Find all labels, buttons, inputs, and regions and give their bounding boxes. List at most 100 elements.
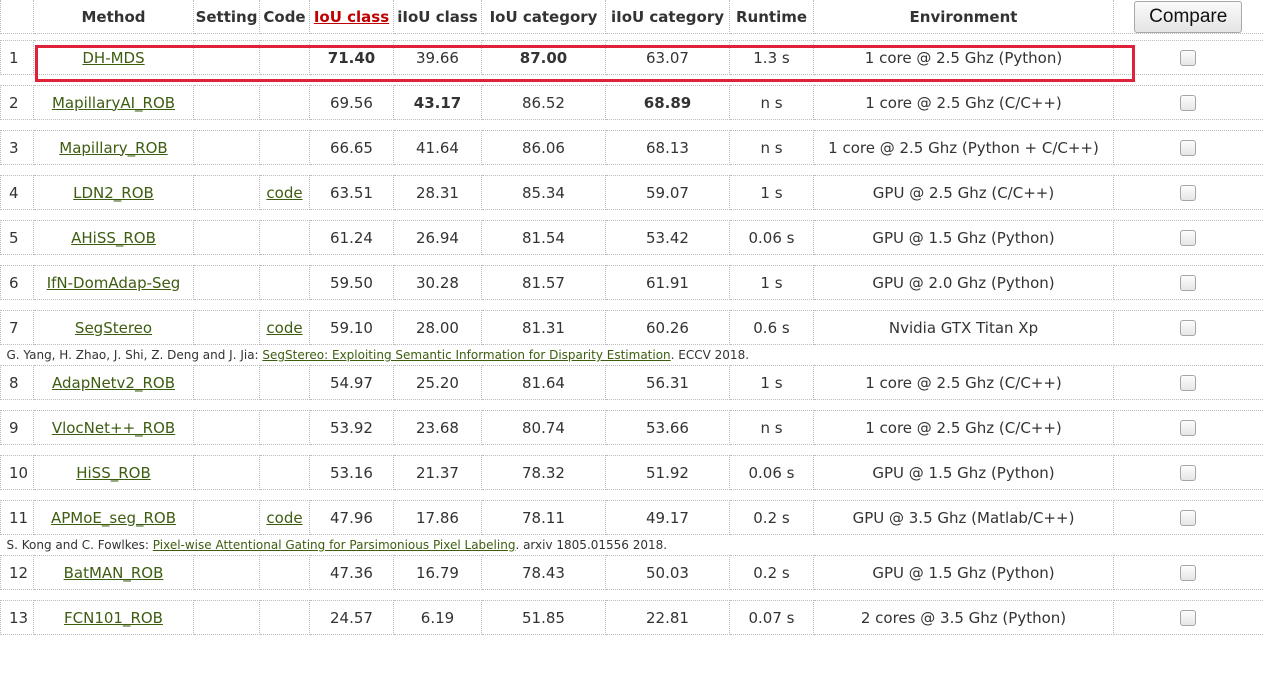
- iou-category-cell-value: 86.06: [522, 138, 565, 157]
- iou-class-cell: 53.16: [309, 455, 394, 490]
- setting-cell: [193, 500, 260, 535]
- reference-venue: . arxiv 1805.01556 2018.: [515, 538, 668, 552]
- method-link[interactable]: SegStereo: [74, 318, 153, 337]
- compare-checkbox[interactable]: [1180, 95, 1197, 111]
- reference-cell: S. Kong and C. Fowlkes: Pixel-wise Atten…: [1, 535, 1263, 556]
- method-link[interactable]: IfN-DomAdap-Seg: [46, 273, 181, 292]
- iiou-class-cell: 25.20: [393, 365, 482, 400]
- spacer-cell: [1, 255, 1263, 266]
- method-cell: APMoE_seg_ROB: [33, 500, 194, 535]
- method-link[interactable]: APMoE_seg_ROB: [51, 508, 176, 527]
- compare-checkbox[interactable]: [1180, 185, 1197, 201]
- reference-row: S. Kong and C. Fowlkes: Pixel-wise Atten…: [1, 535, 1263, 556]
- runtime-cell: n s: [729, 85, 814, 120]
- code-link[interactable]: code: [266, 183, 303, 202]
- code-cell: code: [259, 500, 310, 535]
- method-link[interactable]: LDN2_ROB: [73, 183, 154, 202]
- iiou-class-cell-value: 28.31: [416, 183, 459, 202]
- reference-paper-link[interactable]: Pixel-wise Attentional Gating for Parsim…: [152, 538, 516, 552]
- iiou-category-header[interactable]: iIoU category: [605, 0, 730, 34]
- iou-category-cell: 81.54: [481, 220, 606, 255]
- environment-header[interactable]: Environment: [813, 0, 1114, 34]
- iiou-category-cell: 59.07: [605, 175, 730, 210]
- compare-cell: [1113, 40, 1263, 75]
- iou-category-cell-value: 85.34: [522, 183, 565, 202]
- compare-checkbox[interactable]: [1180, 565, 1197, 581]
- environment-cell: 1 core @ 2.5 Ghz (Python + C/C++): [813, 130, 1114, 165]
- setting-cell: [193, 220, 260, 255]
- iiou-category-cell-value: 51.92: [646, 463, 689, 482]
- environment-cell: GPU @ 3.5 Ghz (Matlab/C++): [813, 500, 1114, 535]
- method-cell: LDN2_ROB: [33, 175, 194, 210]
- method-link[interactable]: AHiSS_ROB: [71, 228, 156, 247]
- method-link[interactable]: Mapillary_ROB: [59, 138, 168, 157]
- compare-checkbox[interactable]: [1180, 465, 1197, 481]
- compare-checkbox[interactable]: [1180, 510, 1197, 526]
- setting-cell: [193, 130, 260, 165]
- iiou-class-cell: 17.86: [393, 500, 482, 535]
- spacer-cell: [1, 34, 1263, 41]
- table-row: 5 AHiSS_ROB 61.24 26.94 81.54 53.42 0.06 s GPU …: [0, 220, 1263, 255]
- method-link[interactable]: VlocNet++_ROB: [51, 418, 176, 437]
- iiou-class-cell-value: 17.86: [416, 508, 459, 527]
- rank-cell: 12: [0, 555, 34, 590]
- iou-class-cell: 71.40: [309, 40, 394, 75]
- compare-checkbox[interactable]: [1180, 275, 1197, 291]
- iou-category-cell-value: 80.74: [522, 418, 565, 437]
- method-link[interactable]: AdapNetv2_ROB: [51, 373, 175, 392]
- iiou-category-cell: 22.81: [605, 600, 730, 635]
- code-link[interactable]: code: [266, 318, 303, 337]
- runtime-header[interactable]: Runtime: [729, 0, 814, 34]
- iiou-class-cell-value: 23.68: [416, 418, 459, 437]
- iou-class-cell: 59.50: [309, 265, 394, 300]
- code-cell: code: [259, 310, 310, 345]
- setting-cell: [193, 555, 260, 590]
- iou-category-cell: 80.74: [481, 410, 606, 445]
- method-link[interactable]: HiSS_ROB: [76, 463, 151, 482]
- compare-checkbox[interactable]: [1180, 420, 1197, 436]
- method-link[interactable]: DH-MDS: [82, 48, 145, 67]
- row-spacer: [1, 445, 1263, 456]
- environment-cell: 1 core @ 2.5 Ghz (Python): [813, 40, 1114, 75]
- method-link[interactable]: MapillaryAI_ROB: [51, 93, 176, 112]
- compare-checkbox[interactable]: [1180, 320, 1197, 336]
- iiou-category-cell-value: 50.03: [646, 563, 689, 582]
- method-header[interactable]: Method: [33, 0, 194, 34]
- compare-button[interactable]: Compare: [1134, 0, 1243, 33]
- method-cell: SegStereo: [33, 310, 194, 345]
- reference-paper-link[interactable]: SegStereo: Exploiting Semantic Informati…: [262, 348, 671, 362]
- iou-category-header[interactable]: IoU category: [481, 0, 606, 34]
- rank-cell: 3: [0, 130, 34, 165]
- iiou-class-cell: 28.00: [393, 310, 482, 345]
- spacer-cell: [1, 165, 1263, 176]
- iou-category-cell-value: 81.57: [522, 273, 565, 292]
- iou-class-header[interactable]: IoU class: [309, 0, 394, 34]
- header-row: Method Setting Code IoU class iIoU class…: [0, 0, 1263, 34]
- spacer-cell: [1, 590, 1263, 601]
- compare-checkbox[interactable]: [1180, 610, 1197, 626]
- iiou-class-header[interactable]: iIoU class: [393, 0, 482, 34]
- iou-class-cell: 47.36: [309, 555, 394, 590]
- compare-cell: [1113, 555, 1263, 590]
- runtime-cell: 1 s: [729, 365, 814, 400]
- iou-class-cell: 53.92: [309, 410, 394, 445]
- row-spacer: [1, 590, 1263, 601]
- code-header[interactable]: Code: [259, 0, 310, 34]
- setting-header[interactable]: Setting: [193, 0, 260, 34]
- compare-checkbox[interactable]: [1180, 230, 1197, 246]
- spacer-cell: [1, 400, 1263, 411]
- compare-checkbox[interactable]: [1180, 50, 1197, 66]
- method-link[interactable]: BatMAN_ROB: [63, 563, 164, 582]
- code-link[interactable]: code: [266, 508, 303, 527]
- code-cell: [259, 85, 310, 120]
- iiou-class-cell: 39.66: [393, 40, 482, 75]
- iou-class-sort-link[interactable]: IoU class: [313, 7, 390, 26]
- iiou-class-cell-value: 43.17: [413, 93, 462, 112]
- method-link[interactable]: FCN101_ROB: [64, 608, 163, 627]
- iou-category-cell-value: 81.54: [522, 228, 565, 247]
- compare-checkbox[interactable]: [1180, 140, 1197, 156]
- compare-checkbox[interactable]: [1180, 375, 1197, 391]
